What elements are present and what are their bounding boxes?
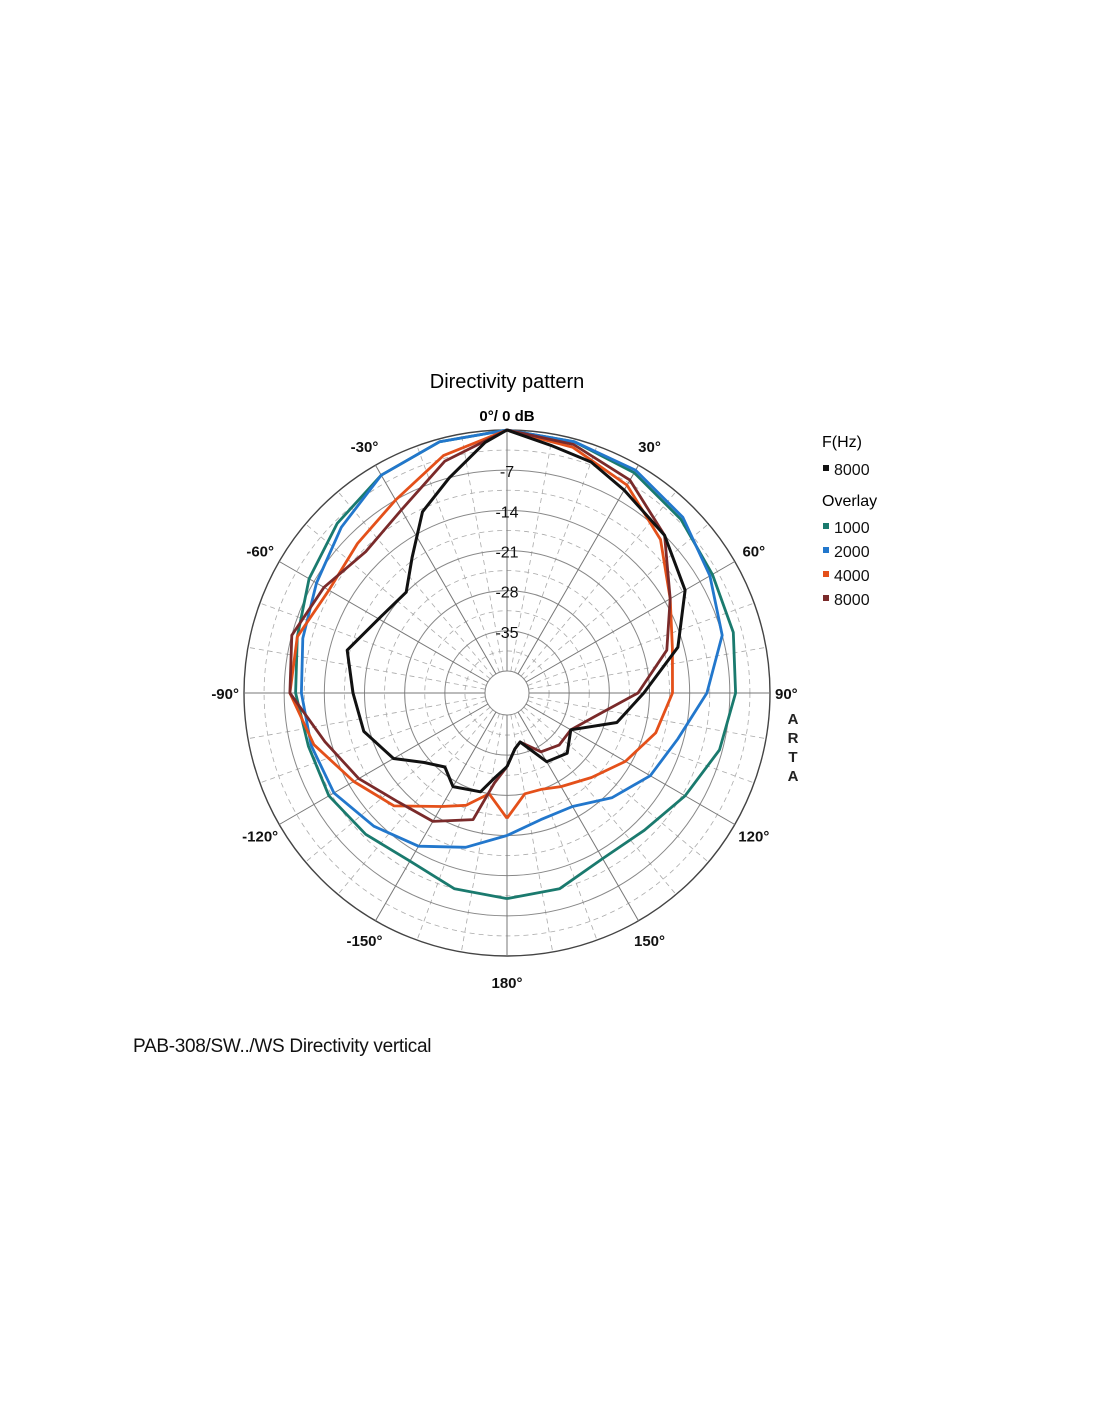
watermark-letter: R: [788, 730, 799, 747]
angle-tick-label: 30°: [638, 439, 661, 456]
series-group: [288, 428, 737, 900]
top-label: 0°/ 0 dB: [479, 408, 534, 425]
angle-tick-label: 150°: [634, 933, 665, 950]
legend-overlay-entry-label: 2000: [834, 544, 870, 561]
major-spoke: [525, 561, 736, 683]
legend-heading: F(Hz): [822, 434, 862, 451]
major-spoke: [278, 561, 489, 683]
radial-tick-label: -21: [495, 545, 518, 562]
legend-overlay-entry-label: 1000: [834, 520, 870, 537]
legend-main-entry-swatch: [823, 465, 829, 471]
angle-tick-label: -30°: [351, 439, 379, 456]
major-spoke: [517, 464, 639, 675]
legend-overlay-entry-swatch: [823, 523, 829, 529]
caption: PAB-308/SW../WS Directivity vertical: [133, 1036, 432, 1057]
watermark-letter: A: [788, 768, 799, 785]
legend: F(Hz) Overlay 8000 1000 2000 4000 8000: [822, 434, 877, 609]
major-spoke: [375, 711, 497, 922]
polar-grid: -7 -14 -21 -28 -35 -30° 30° -60° 60° -90° 90° -120°…: [211, 429, 798, 992]
major-spoke: [278, 703, 489, 825]
major-spoke: [525, 703, 736, 825]
angle-tick-label: -60°: [246, 544, 274, 561]
series-line-main-8000: [345, 428, 687, 794]
radial-tick-label: -7: [500, 464, 514, 481]
legend-overlay-entry-swatch: [823, 547, 829, 553]
legend-main-entry-label: 8000: [834, 462, 870, 479]
angle-tick-label: 120°: [738, 829, 769, 846]
radial-tick-label: -14: [495, 504, 518, 521]
major-spoke: [517, 711, 639, 922]
legend-overlay-entry-swatch: [823, 595, 829, 601]
watermark-letter: A: [788, 711, 799, 728]
angle-tick-label: -90°: [211, 686, 239, 703]
legend-overlay-heading: Overlay: [822, 493, 877, 510]
legend-overlay-entry-label: 8000: [834, 592, 870, 609]
legend-overlay-entry-label: 4000: [834, 568, 870, 585]
angle-tick-label: -120°: [242, 829, 278, 846]
radial-tick-label: -35: [495, 625, 518, 642]
series-line-overlay-8000: [288, 428, 672, 823]
series-line-overlay-4000: [288, 428, 674, 820]
angle-tick-label: -150°: [346, 933, 382, 950]
radial-tick-label: -28: [495, 585, 518, 602]
angle-tick-label: 60°: [742, 544, 765, 561]
legend-overlay-entry-swatch: [823, 571, 829, 577]
watermark-letter: T: [788, 749, 797, 766]
center-ring: [484, 670, 530, 716]
chart-title: Directivity pattern: [430, 371, 585, 393]
angle-tick-label: 180°: [491, 975, 522, 992]
angle-tick-label: 90°: [775, 686, 798, 703]
